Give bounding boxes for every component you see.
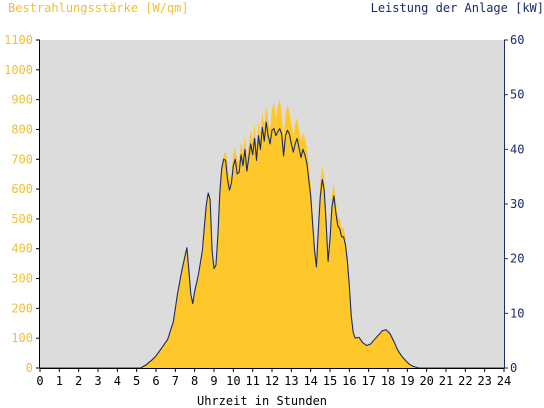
right-tick-label: 40 <box>510 142 524 156</box>
right-tick-label: 50 <box>510 88 524 102</box>
x-tick-label: 18 <box>381 374 395 388</box>
power-line <box>40 121 504 369</box>
x-tick-label: 10 <box>226 374 240 388</box>
right-axis-title: Leistung der Anlage [kW] <box>371 1 544 15</box>
right-tick-label: 0 <box>510 361 517 375</box>
x-tick-label: 7 <box>172 374 179 388</box>
x-tick-label: 9 <box>210 374 217 388</box>
x-tick-label: 24 <box>497 374 511 388</box>
left-axis-title: Bestrahlungsstärke [W/qm] <box>8 1 189 15</box>
irradiance-area-layer <box>40 99 504 368</box>
right-axis-ticks: 0 10 20 30 40 50 60 <box>504 33 524 375</box>
x-axis-ticks: 0 1 2 3 4 5 6 7 8 9 10 11 12 13 14 15 16 17 18 19 20 21 22 23 24 <box>36 368 511 388</box>
x-tick-label: 19 <box>400 374 414 388</box>
x-axis-title: Uhrzeit in Stunden <box>197 394 327 408</box>
left-tick-label: 0 <box>26 361 33 375</box>
left-tick-label: 200 <box>11 301 33 315</box>
x-tick-label: 2 <box>75 374 82 388</box>
x-tick-label: 17 <box>361 374 375 388</box>
right-tick-label: 10 <box>510 306 524 320</box>
x-tick-label: 16 <box>342 374 356 388</box>
x-tick-label: 22 <box>458 374 472 388</box>
left-tick-label: 500 <box>11 212 33 226</box>
left-tick-label: 800 <box>11 122 33 136</box>
x-tick-label: 21 <box>439 374 453 388</box>
x-tick-label: 13 <box>284 374 298 388</box>
x-tick-label: 14 <box>303 374 317 388</box>
left-tick-label: 100 <box>11 331 33 345</box>
x-tick-label: 3 <box>94 374 101 388</box>
x-tick-label: 8 <box>191 374 198 388</box>
x-tick-label: 1 <box>56 374 63 388</box>
left-tick-label: 400 <box>11 242 33 256</box>
x-tick-label: 5 <box>133 374 140 388</box>
power-line-layer <box>40 121 504 369</box>
left-tick-label: 900 <box>11 93 33 107</box>
left-tick-label: 1000 <box>4 63 33 77</box>
x-tick-label: 11 <box>245 374 259 388</box>
x-tick-label: 15 <box>323 374 337 388</box>
right-tick-label: 60 <box>510 33 524 47</box>
left-tick-label: 300 <box>11 272 33 286</box>
left-axis-ticks: 0 100 200 300 400 500 600 700 800 900 1000 1100 <box>4 33 40 375</box>
x-tick-label: 23 <box>477 374 491 388</box>
left-tick-label: 1100 <box>4 33 33 47</box>
left-tick-label: 700 <box>11 152 33 166</box>
x-tick-label: 20 <box>419 374 433 388</box>
left-tick-label: 600 <box>11 182 33 196</box>
x-tick-label: 6 <box>152 374 159 388</box>
irradiance-area <box>40 99 504 368</box>
right-tick-label: 30 <box>510 197 524 211</box>
right-tick-label: 20 <box>510 252 524 266</box>
x-tick-label: 4 <box>114 374 121 388</box>
x-tick-label: 12 <box>265 374 279 388</box>
x-tick-label: 0 <box>36 374 43 388</box>
